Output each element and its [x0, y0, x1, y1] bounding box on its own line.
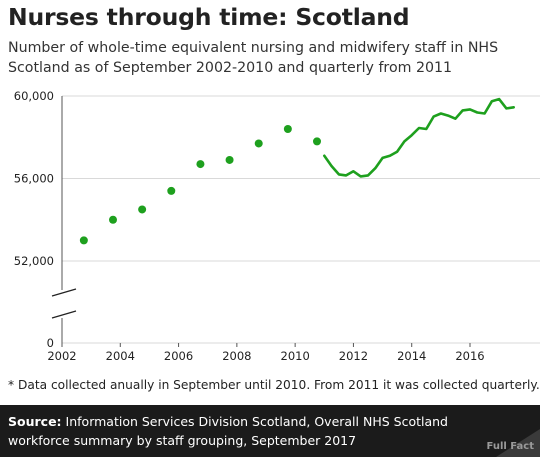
y-tick-label: 60,000 [14, 89, 54, 103]
brand-flap-shape [496, 429, 540, 457]
annual-data-point [254, 139, 263, 148]
x-tick-label: 2014 [397, 349, 426, 363]
source-note: Source: Information Services Division Sc… [8, 412, 478, 450]
x-tick-label: 2002 [47, 349, 76, 363]
x-tick-label: 2016 [455, 349, 484, 363]
y-tick-label: 0 [47, 336, 54, 350]
axis-break-mark [51, 310, 77, 319]
grid-lines [62, 95, 540, 344]
y-tick-label: 56,000 [14, 172, 54, 186]
annual-data-point [109, 215, 117, 224]
annual-data-point [196, 160, 205, 169]
x-tick-label: 2010 [281, 349, 310, 363]
annual-data-point [283, 125, 292, 133]
x-tick-label: 2006 [164, 349, 193, 363]
full-fact-logo: Full Fact [486, 441, 535, 452]
chart-subtitle: Number of whole-time equivalent nursing … [8, 40, 499, 76]
source-text: Information Services Division Scotland, … [8, 414, 448, 448]
quarterly-series-line [323, 97, 515, 178]
y-tick-labels: 60,000 56,000 52,000 0 [14, 89, 54, 350]
chart-area: 60,000 56,000 52,000 0 2002 2004 2006 2008 2010… [14, 89, 540, 363]
chart-title: Nurses through time: Scotland [8, 3, 410, 31]
annual-data-point [313, 137, 321, 146]
source-label: Source: [8, 414, 62, 429]
x-tick-label: 2012 [339, 349, 368, 363]
series [79, 97, 515, 245]
x-tick-label: 2008 [222, 349, 251, 363]
x-tick-label: 2004 [106, 349, 135, 363]
annual-data-point [79, 236, 88, 245]
x-tick-labels: 2002 2004 2006 2008 2010 2012 2014 2016 [47, 349, 484, 363]
annual-data-point [225, 155, 234, 164]
source-bar: Source: Information Services Division Sc… [0, 405, 540, 457]
annual-data-point [167, 186, 176, 195]
y-tick-label: 52,000 [14, 254, 54, 268]
axis-break-mark [51, 288, 77, 297]
annual-data-point [138, 205, 147, 214]
footnote: * Data collected anually in September un… [8, 378, 540, 392]
axes [51, 96, 471, 347]
